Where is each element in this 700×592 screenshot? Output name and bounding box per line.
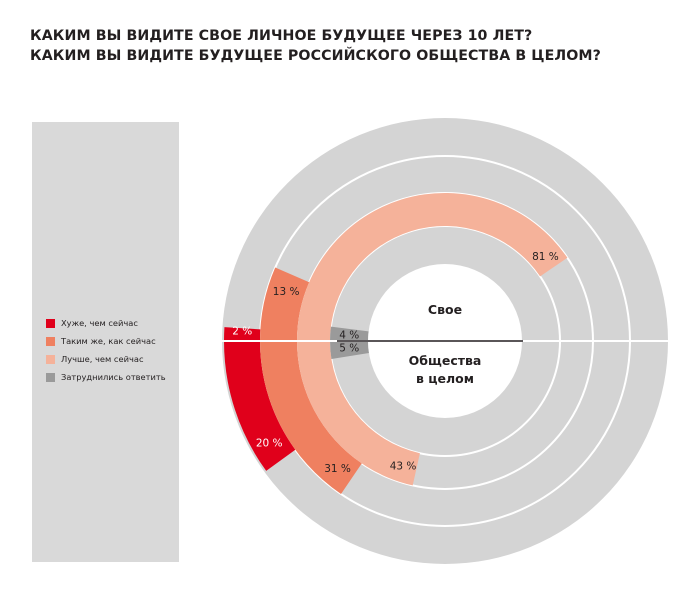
donut-data-label: 31 % bbox=[324, 463, 351, 475]
donut-data-label: 20 % bbox=[256, 438, 283, 450]
legend-item: Затруднились ответить bbox=[46, 368, 166, 386]
donut-segment bbox=[297, 193, 568, 341]
center-label-society: Общества в целом bbox=[409, 353, 482, 386]
donut-segment bbox=[330, 326, 369, 341]
donut-segment bbox=[260, 341, 362, 495]
legend-swatch bbox=[46, 372, 55, 382]
legend-item: Хуже, чем сейчас bbox=[46, 314, 166, 332]
donut-segment bbox=[330, 341, 369, 359]
donut-segment bbox=[297, 341, 420, 486]
legend-label: Таким же, как сейчас bbox=[61, 336, 156, 346]
legend-panel bbox=[32, 122, 179, 562]
donut-data-label: 43 % bbox=[390, 461, 417, 473]
donut-data-label: 5 % bbox=[339, 343, 359, 355]
center-label-own: Свое bbox=[428, 302, 462, 317]
legend-swatch bbox=[46, 336, 55, 346]
legend-label: Хуже, чем сейчас bbox=[61, 318, 138, 328]
legend-item: Лучше, чем сейчас bbox=[46, 350, 166, 368]
donut-data-label: 13 % bbox=[273, 286, 300, 298]
donut-data-label: 4 % bbox=[339, 329, 359, 341]
legend-label: Затруднились ответить bbox=[61, 372, 166, 382]
donut-data-label: 81 % bbox=[532, 251, 559, 263]
legend-swatch bbox=[46, 354, 55, 364]
chart-title-line-1: КАКИМ ВЫ ВИДИТЕ СВОЕ ЛИЧНОЕ БУДУЩЕЕ ЧЕРЕ… bbox=[30, 28, 533, 44]
legend-swatch bbox=[46, 318, 55, 328]
donut-data-label: 2 % bbox=[232, 325, 252, 337]
legend-item: Таким же, как сейчас bbox=[46, 332, 166, 350]
chart-title: КАКИМ ВЫ ВИДИТЕ СВОЕ ЛИЧНОЕ БУДУЩЕЕ ЧЕРЕ… bbox=[30, 26, 601, 66]
legend: Хуже, чем сейчас Таким же, как сейчас Лучш… bbox=[46, 314, 166, 386]
chart-title-line-2: КАКИМ ВЫ ВИДИТЕ БУДУЩЕЕ РОССИЙСКОГО ОБЩЕ… bbox=[30, 48, 601, 64]
donut-segment bbox=[260, 267, 310, 341]
legend-label: Лучше, чем сейчас bbox=[61, 354, 144, 364]
donut-segment bbox=[224, 327, 261, 341]
center-label-line: в целом bbox=[416, 371, 474, 386]
donut-segment bbox=[224, 341, 296, 471]
center-label-line: Общества bbox=[409, 353, 482, 368]
